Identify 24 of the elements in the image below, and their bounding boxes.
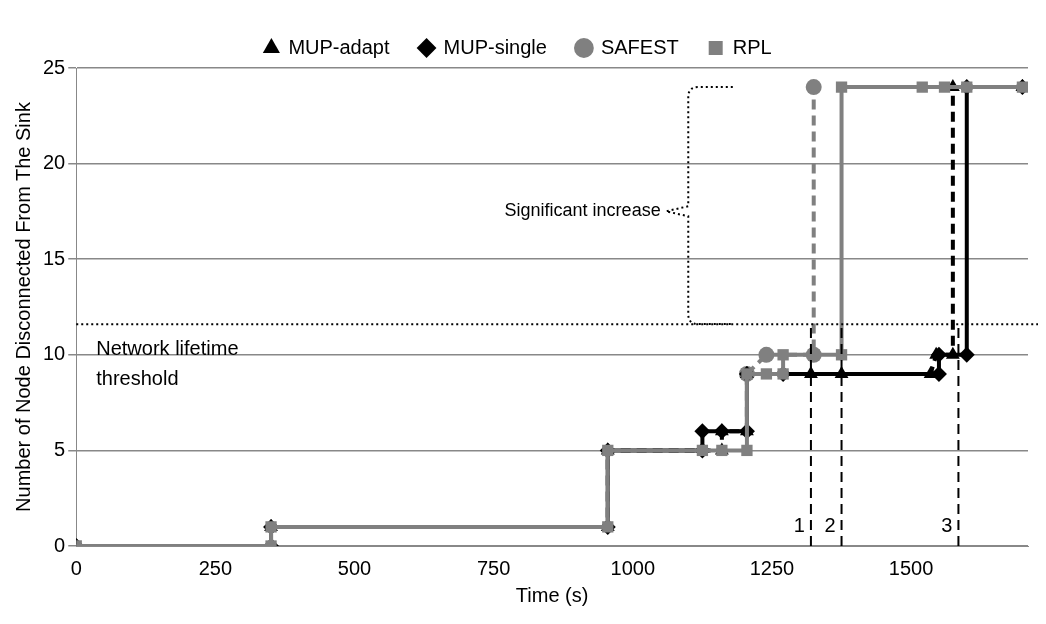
legend-label: RPL [732, 35, 772, 58]
x-tick-label: 0 [70, 556, 82, 579]
y-tick-label: 20 [43, 151, 66, 174]
annotation: Significant increase [504, 200, 661, 221]
annotation: 1 [793, 514, 805, 537]
y-tick-label: 10 [43, 342, 66, 365]
x-axis-title: Time (s) [515, 583, 589, 606]
legend-label: MUP-single [443, 35, 547, 58]
y-tick-label: 0 [54, 533, 66, 556]
y-axis-title: Number of Node Disconnected From The Sink [11, 101, 34, 512]
x-tick-label: 500 [337, 556, 372, 579]
y-tick-label: 5 [54, 437, 66, 460]
x-tick-label: 1250 [749, 556, 795, 579]
x-tick-label: 1000 [610, 556, 656, 579]
x-tick-label: 250 [198, 556, 233, 579]
annotation: 2 [824, 514, 836, 537]
legend-label: MUP-adapt [288, 35, 390, 58]
y-tick-label: 15 [43, 246, 66, 269]
x-tick-label: 750 [476, 556, 511, 579]
annotation: 3 [941, 514, 953, 537]
y-tick-label: 25 [43, 55, 66, 78]
legend-label: SAFEST [600, 35, 679, 58]
x-tick-label: 1500 [888, 556, 934, 579]
ref-line-label: Network lifetime threshold [96, 336, 239, 389]
